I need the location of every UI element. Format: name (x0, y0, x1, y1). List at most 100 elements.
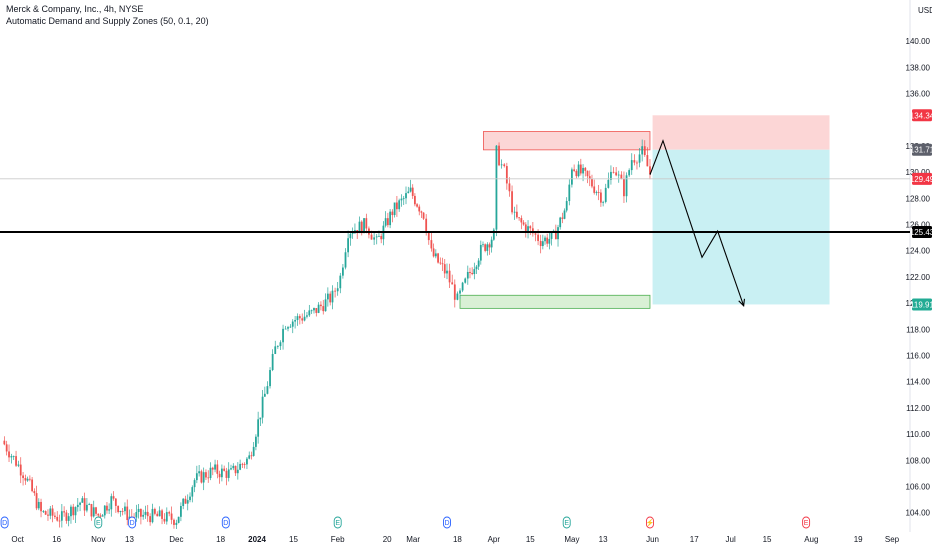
indicator-label[interactable]: Automatic Demand and Supply Zones (50, 0… (6, 16, 209, 26)
x-tick-label: Jul (726, 535, 736, 544)
candle-body (10, 456, 13, 458)
candle-body (571, 169, 573, 185)
candle-body (5, 444, 8, 452)
candle-body (646, 155, 649, 167)
candle-body (568, 184, 571, 202)
candle-body (537, 234, 539, 241)
candle-body (296, 316, 299, 321)
candles-layer (3, 139, 651, 529)
candle-body (239, 463, 242, 470)
candle-body (191, 487, 194, 497)
event-marker[interactable] (802, 516, 811, 529)
current-price-tag (912, 172, 932, 185)
event-marker[interactable] (443, 516, 451, 529)
candle-body (209, 467, 212, 479)
projection-path[interactable] (649, 139, 745, 306)
candle-body (582, 167, 584, 174)
zones-layer (459, 115, 830, 309)
y-tick-label: 122.00 (906, 273, 931, 282)
candle-body (223, 468, 226, 471)
candle-body (320, 304, 322, 307)
event-marker[interactable] (646, 516, 654, 529)
candle-body (602, 201, 605, 203)
candle-body (216, 464, 219, 474)
position-stop-area[interactable] (652, 115, 830, 150)
candle-body (482, 244, 484, 246)
event-marker-label: D (2, 520, 7, 527)
candle-body (15, 456, 17, 466)
candle-body (17, 464, 20, 466)
candle-body (186, 500, 189, 504)
event-marker[interactable] (94, 516, 103, 529)
event-marker[interactable] (0, 516, 9, 529)
candle-body (620, 174, 623, 179)
candle-body (101, 515, 104, 517)
event-marker[interactable] (333, 516, 342, 529)
stop-price-tag (912, 109, 932, 122)
candle-body (531, 228, 534, 234)
candle-body (220, 468, 223, 478)
candle-body (641, 146, 644, 155)
candle-body (548, 238, 551, 244)
position-target-area[interactable] (652, 149, 830, 305)
candle-body (546, 237, 549, 244)
candle-body (597, 192, 600, 193)
candle-body (430, 240, 433, 249)
candle-body (380, 235, 383, 240)
target-price-tag (912, 298, 932, 311)
candle-body (400, 198, 403, 201)
candle-body (425, 218, 428, 233)
demand-zone[interactable] (459, 294, 651, 309)
candle-body (308, 310, 311, 316)
candle-body (180, 505, 182, 517)
x-tick-label: Oct (11, 535, 24, 544)
candle-body (451, 282, 454, 285)
candle-body (378, 235, 380, 237)
candle-body (99, 515, 102, 517)
candle-body (198, 471, 201, 474)
projection-layer[interactable] (649, 139, 746, 307)
candle-body (117, 505, 120, 513)
candle-body (58, 520, 61, 522)
candle-body (97, 513, 100, 516)
candle-body (324, 299, 327, 312)
candle-body (315, 308, 318, 313)
candle-body (110, 496, 113, 510)
candle-body (607, 179, 610, 188)
candle-body (456, 293, 459, 300)
y-tick-label: 104.00 (906, 509, 931, 518)
candle-body (490, 239, 493, 248)
candle-body (151, 508, 154, 523)
candle-body (649, 166, 651, 175)
candle-body (488, 244, 491, 248)
candle-body (243, 464, 246, 465)
x-tick-label: 15 (526, 535, 535, 544)
candle-body (230, 468, 232, 470)
candle-body (112, 496, 115, 499)
event-marker[interactable] (221, 516, 230, 529)
candle-body (469, 271, 471, 273)
event-markers[interactable]: D E D D E D E ⚡ E (0, 516, 811, 529)
level-price-tag-text: 125.43 (910, 228, 932, 237)
candle-body (529, 226, 532, 229)
candle-body (420, 211, 423, 213)
candle-body (534, 233, 537, 235)
target-price-tag-text: 119.91 (910, 300, 932, 309)
candle-body (158, 510, 161, 517)
y-tick-label: 116.00 (906, 352, 930, 361)
price-axis[interactable] (910, 0, 932, 550)
candle-body (416, 204, 418, 207)
candle-body (255, 436, 257, 447)
supply-zone[interactable] (483, 131, 651, 151)
candle-body (427, 232, 430, 241)
candle-body (554, 230, 557, 240)
x-tick-label: Dec (169, 535, 183, 544)
event-marker[interactable] (562, 516, 571, 529)
x-tick-label: Nov (91, 535, 105, 544)
y-tick-label: 138.00 (906, 63, 931, 72)
candle-body (393, 202, 396, 216)
candle-body (42, 511, 45, 512)
candle-body (610, 171, 612, 180)
event-marker[interactable] (128, 516, 137, 529)
